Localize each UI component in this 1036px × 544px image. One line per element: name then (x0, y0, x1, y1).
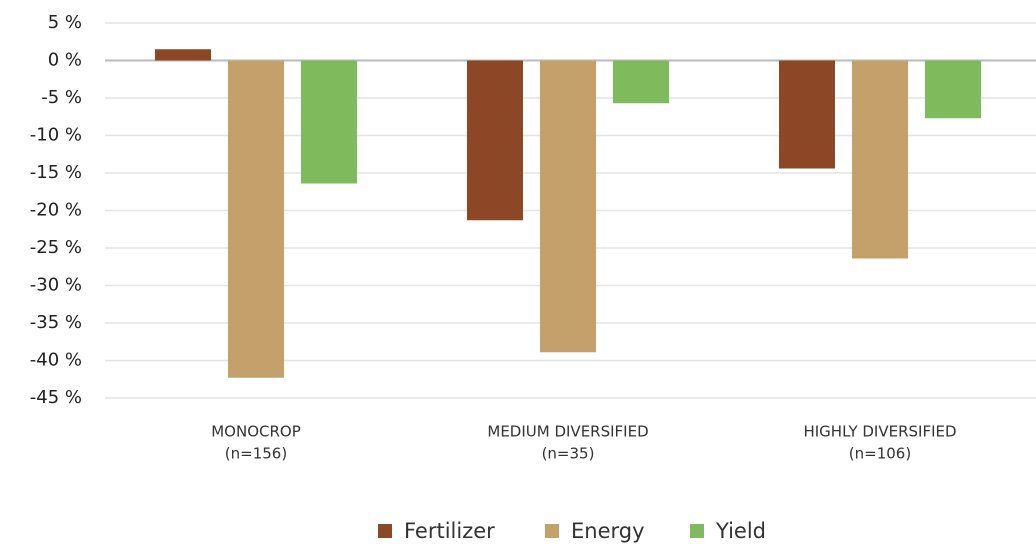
bar (155, 49, 211, 61)
y-tick-label: -45 % (30, 387, 82, 408)
y-tick-label: -15 % (30, 162, 82, 183)
legend-label: Yield (715, 519, 766, 543)
y-tick-label: -40 % (30, 350, 82, 371)
x-tick-label: MONOCROP (211, 423, 301, 441)
legend-swatch (378, 524, 392, 538)
legend-swatch (545, 524, 559, 538)
legend-label: Fertilizer (404, 519, 495, 543)
x-tick-label: HIGHLY DIVERSIFIED (803, 423, 956, 441)
y-tick-label: -5 % (41, 87, 82, 108)
y-tick-label: -25 % (30, 237, 82, 258)
x-tick-sublabel: (n=156) (225, 445, 287, 463)
y-tick-label: -20 % (30, 200, 82, 221)
y-tick-label: -35 % (30, 312, 82, 333)
bar (467, 60, 523, 221)
y-tick-label: -10 % (30, 125, 82, 146)
x-tick-sublabel: (n=35) (542, 445, 595, 463)
bar (852, 60, 908, 259)
x-tick-sublabel: (n=106) (849, 445, 911, 463)
y-tick-label: 0 % (48, 50, 82, 71)
legend-swatch (690, 524, 704, 538)
bar (228, 60, 284, 378)
bar (540, 60, 596, 353)
x-tick-label: MEDIUM DIVERSIFIED (487, 423, 648, 441)
bar (613, 60, 669, 104)
bar (301, 60, 357, 184)
legend-label: Energy (571, 519, 645, 543)
y-tick-label: 5 % (48, 12, 82, 33)
y-tick-label: -30 % (30, 275, 82, 296)
bar (925, 60, 981, 119)
bar (779, 60, 835, 169)
